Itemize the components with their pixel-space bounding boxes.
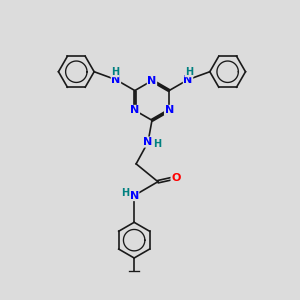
Text: H: H: [153, 139, 161, 149]
Text: N: N: [147, 76, 157, 85]
Text: O: O: [171, 173, 180, 183]
Text: N: N: [164, 105, 174, 116]
Text: H: H: [185, 67, 193, 77]
Text: N: N: [130, 105, 140, 116]
Text: H: H: [111, 67, 119, 77]
Text: N: N: [111, 75, 121, 85]
Text: H: H: [121, 188, 129, 198]
Text: N: N: [183, 75, 193, 85]
Text: N: N: [143, 137, 153, 147]
Text: N: N: [130, 190, 139, 201]
